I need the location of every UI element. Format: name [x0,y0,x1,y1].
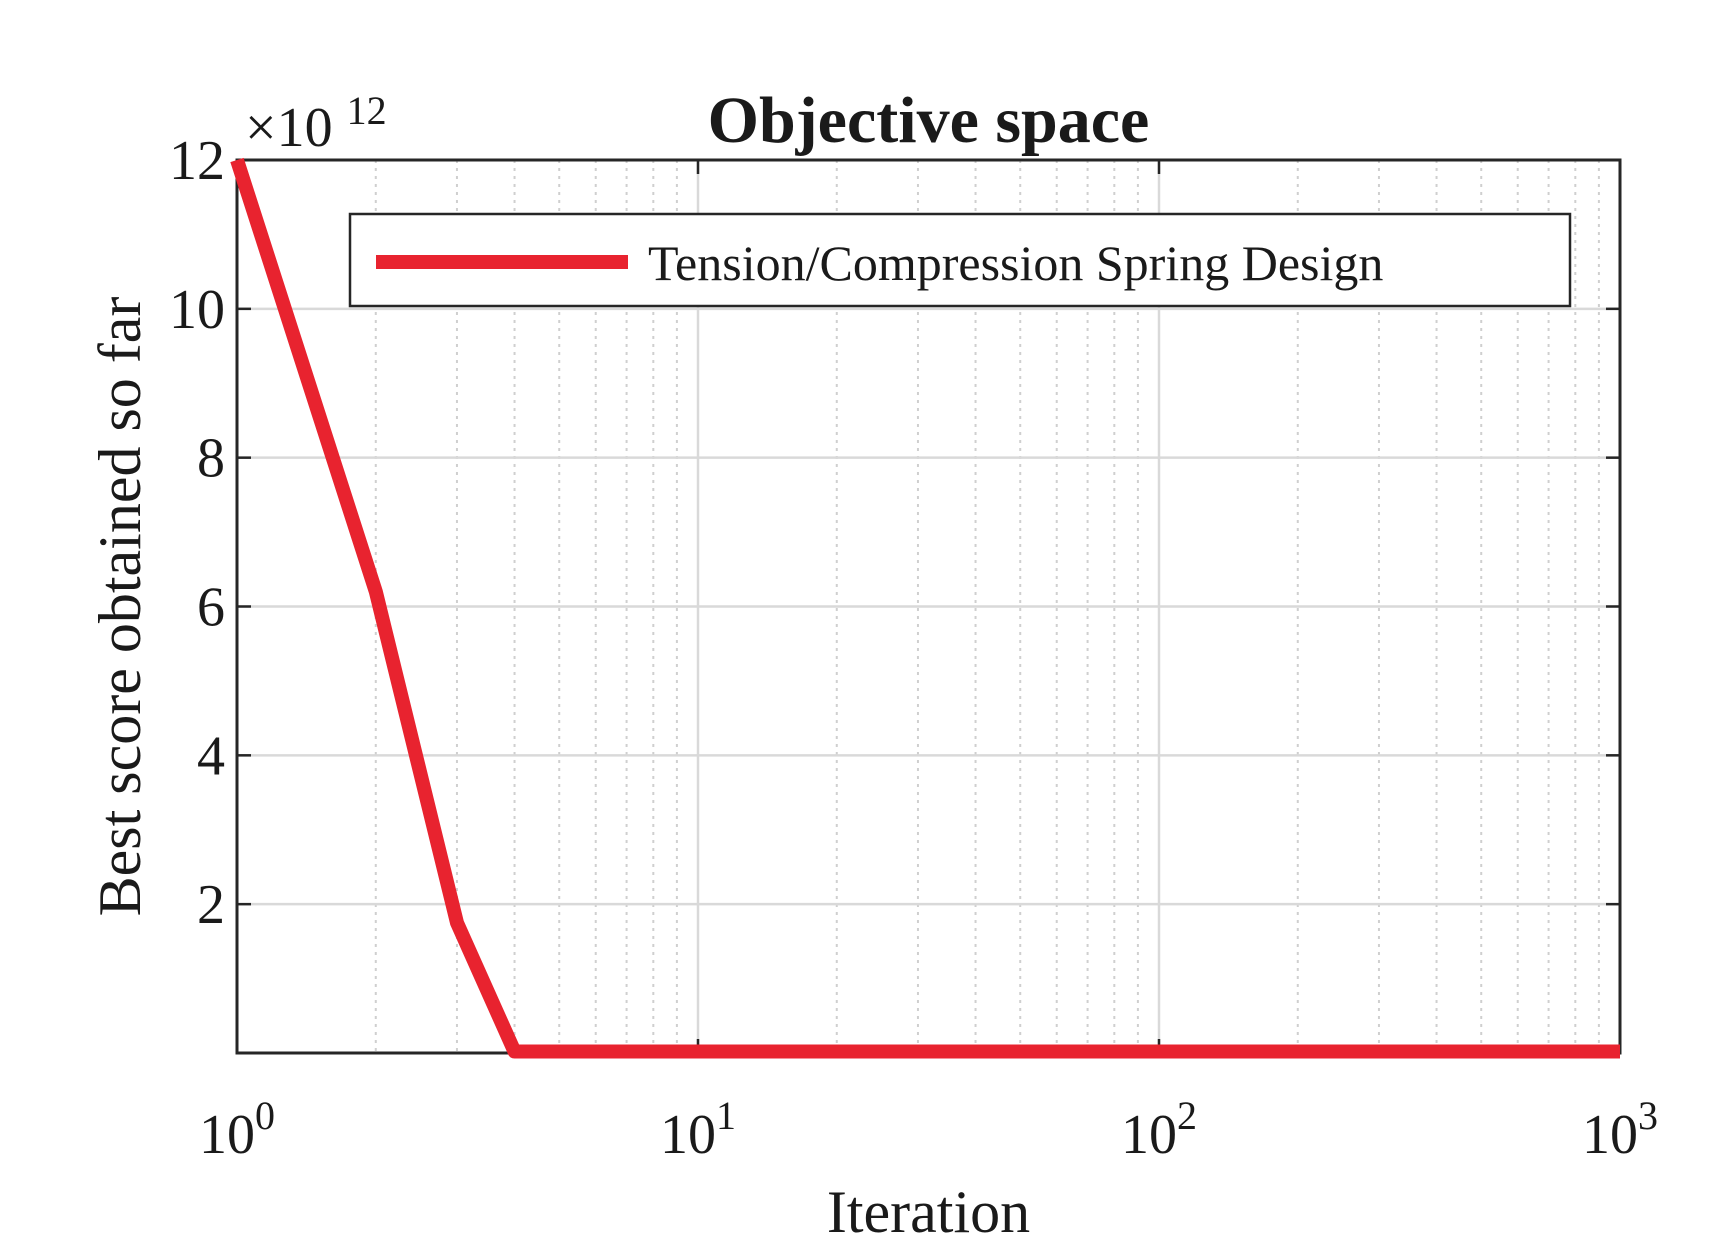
series-layer [230,157,1620,1059]
y-axis-multiplier: ×10 12 [245,88,387,159]
x-tick-label-exponent: 1 [716,1093,736,1138]
y-axis-title: Best score obtained so far [87,297,153,917]
x-tick-label-exponent: 2 [1177,1093,1197,1138]
x-tick-label-base: 10 [199,1104,255,1166]
chart-title: Objective space [708,84,1150,157]
x-tick-label-exponent: 0 [255,1093,275,1138]
x-tick-label-base: 10 [1582,1104,1638,1166]
y-tick-label: 2 [197,874,225,936]
x-tick-label: 101 [660,1093,736,1166]
x-tick-label-base: 10 [660,1104,716,1166]
x-tick-label: 100 [199,1093,275,1166]
grid-layer [237,160,1620,1053]
y-tick-label: 8 [197,428,225,490]
x-tick-label: 103 [1582,1093,1658,1166]
y-tick-label: 12 [169,130,225,192]
x-tick-label: 102 [1121,1093,1197,1166]
y-tick-label: 4 [197,725,225,787]
legend-label: Tension/Compression Spring Design [648,235,1383,291]
y-axis-multiplier-exponent: 12 [347,88,387,133]
y-axis-multiplier-base: ×10 [245,97,333,159]
legend: Tension/Compression Spring Design [348,212,1572,308]
x-axis-title: Iteration [827,1179,1030,1245]
x-tick-label-base: 10 [1121,1104,1177,1166]
x-tick-label-exponent: 3 [1638,1093,1658,1138]
series-line [230,157,1620,1059]
y-tick-label: 10 [169,279,225,341]
y-tick-label: 6 [197,577,225,639]
